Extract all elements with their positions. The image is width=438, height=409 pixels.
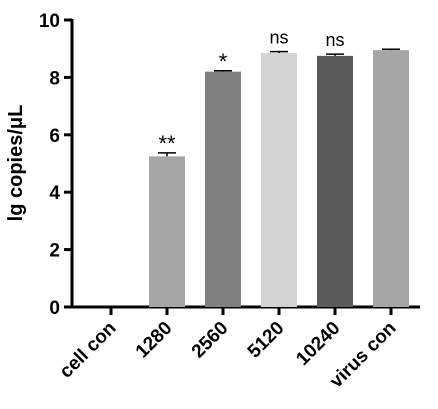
significance-label: ns — [325, 30, 344, 50]
x-tick-label: 1280 — [132, 318, 177, 363]
y-tick-label: 8 — [49, 68, 60, 89]
x-tick-label: cell con — [56, 318, 121, 383]
significance-annotations: ***ns ns — [158, 28, 344, 156]
bar — [373, 50, 409, 307]
y-tick-label: 4 — [49, 183, 60, 204]
y-tick-label: 10 — [39, 11, 60, 32]
x-tick-label: 10240 — [292, 318, 344, 370]
significance-label: ** — [158, 131, 176, 156]
bar — [205, 71, 241, 307]
y-tick-label: 6 — [49, 126, 60, 147]
y-tick-label: 0 — [49, 298, 60, 319]
bars-group — [149, 48, 409, 307]
x-tick-label: 5120 — [244, 318, 289, 363]
y-tick-label: 2 — [49, 241, 60, 262]
bar — [261, 53, 297, 307]
y-axis-label: lg copies/μL — [5, 105, 27, 222]
bar — [149, 156, 185, 307]
significance-label: ns — [269, 28, 288, 48]
y-axis: 0 2 4 6 8 10 — [39, 11, 74, 319]
significance-label: * — [219, 49, 228, 74]
bar — [317, 55, 353, 307]
x-tick-label: 2560 — [188, 318, 233, 363]
